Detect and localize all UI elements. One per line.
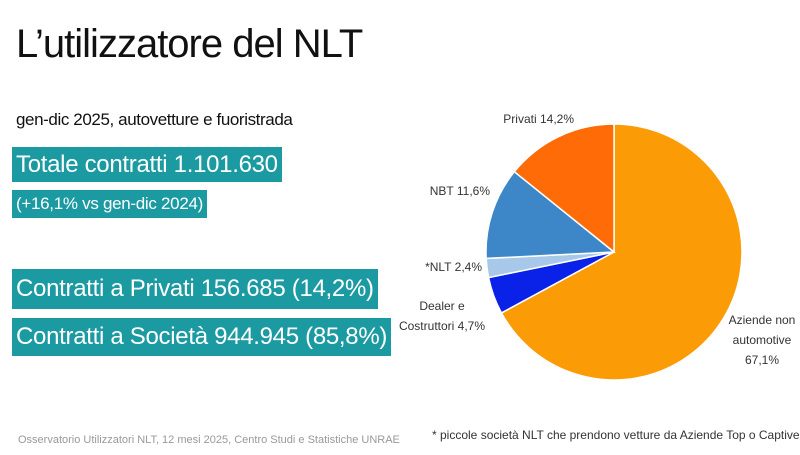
pie-slice — [500, 123, 743, 381]
source: Osservatorio Utilizzatori NLT, 12 mesi 2… — [18, 434, 400, 446]
subtitle: gen-dic 2025, autovetture e fuoristrada — [16, 110, 293, 129]
slice-label: *NLT 2,4% — [400, 257, 482, 277]
slice-label-part: Privati — [503, 112, 537, 126]
growth-box: (+16,1% vs gen-dic 2024) — [12, 190, 207, 218]
slice-label: Aziende non automotive 67,1% — [722, 310, 800, 370]
pie-slice — [513, 123, 615, 254]
slice-label: NBT 11,6% — [400, 181, 490, 201]
slice-label-part: 4,7% — [457, 319, 486, 333]
slice-label-part: 2,4% — [454, 260, 482, 274]
total-box: Totale contratti 1.101.630 — [12, 147, 282, 182]
slice-label-part: 14,2% — [539, 112, 574, 126]
companies-box: Contratti a Società 944.945 (85,8%) — [12, 318, 392, 356]
slice-label: Privati 14,2% — [470, 109, 574, 129]
slice-label: Dealer e Costruttori 4,7% — [392, 296, 492, 336]
slice-label-part: *NLT — [425, 260, 452, 274]
slice-label-part: Dealer e Costruttori — [398, 299, 465, 333]
slice-label-part: 67,1% — [744, 353, 780, 367]
slice-label-part: NBT — [429, 184, 454, 198]
slice-label-part: Aziende non automotive — [728, 313, 796, 347]
slice-label-part: 11,6% — [456, 184, 490, 198]
private-box: Contratti a Privati 156.685 (14,2%) — [12, 269, 378, 309]
slide-title: L’utilizzatore del NLT — [16, 22, 363, 66]
note: * piccole società NLT che prendono vettu… — [432, 428, 800, 442]
pie-slice — [485, 170, 617, 260]
